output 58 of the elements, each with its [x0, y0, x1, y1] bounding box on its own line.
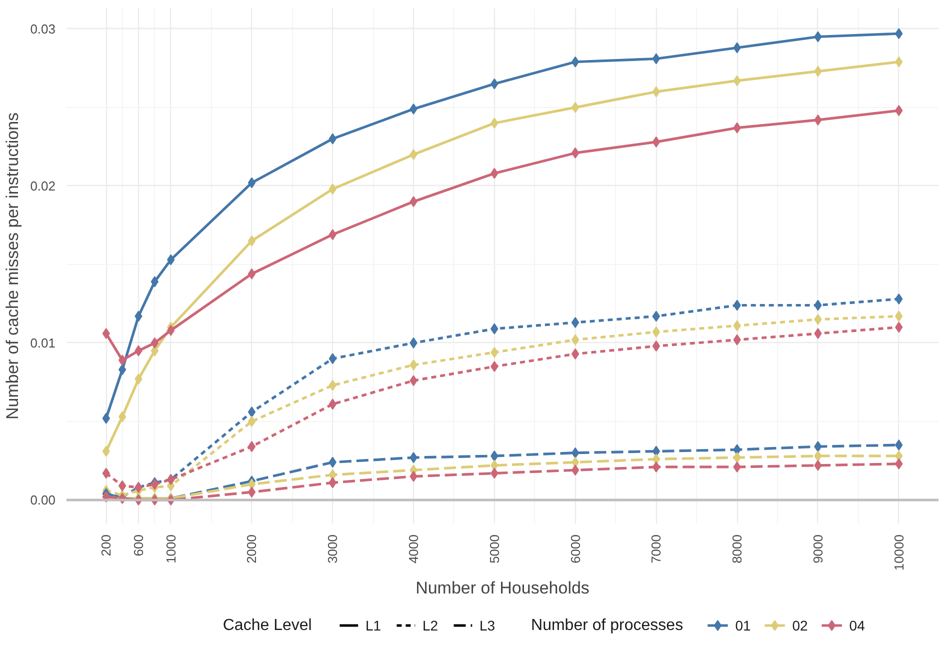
x-tick-label: 6000: [568, 534, 583, 564]
x-tick-label: 600: [130, 534, 146, 556]
legend-label: 02: [792, 618, 808, 634]
point: [571, 464, 580, 476]
point: [652, 446, 660, 457]
y-tick-label: 0.00: [30, 492, 56, 508]
point: [150, 345, 159, 356]
y-axis-title: Number of cache misses per instructions: [3, 112, 22, 420]
text: Cache Level: [222, 617, 312, 634]
y-tick-label: 0.02: [30, 178, 56, 194]
text: L3: [480, 618, 496, 634]
point: [571, 447, 580, 458]
point: [248, 416, 256, 427]
x-tick-label: 7000: [648, 534, 664, 564]
x-axis-title: Number of Households: [416, 578, 590, 598]
point: [248, 406, 256, 418]
point: [652, 326, 660, 338]
point: [248, 486, 256, 498]
point: [652, 136, 660, 148]
point: [652, 86, 660, 98]
point: [248, 177, 256, 188]
point: [571, 147, 580, 158]
point: [571, 102, 580, 113]
point: [571, 56, 580, 68]
text: L2: [422, 618, 438, 634]
point: [248, 478, 256, 490]
x-tick-label: 10000: [891, 534, 906, 571]
point: [571, 348, 580, 360]
x-tick-label: 3000: [325, 534, 340, 564]
legend-label: 04: [849, 618, 866, 634]
point: [150, 276, 159, 288]
point: [118, 354, 126, 366]
point: [150, 337, 159, 348]
point: [571, 317, 580, 328]
y-tick-label: 0.03: [30, 21, 56, 36]
x-tick-label: 8000: [730, 534, 745, 564]
x-tick-label: 1000: [163, 534, 178, 564]
point: [652, 53, 660, 64]
point: [571, 456, 580, 468]
x-tick-label: 2000: [244, 534, 260, 564]
text: Number of processes: [531, 617, 684, 634]
x-tick-label: 200: [98, 534, 114, 556]
legend-label: 01: [735, 618, 752, 634]
point: [571, 334, 580, 346]
x-tick-label: 5000: [486, 534, 502, 564]
point: [248, 441, 256, 452]
point: [118, 411, 126, 422]
x-tick-label: 9000: [810, 534, 826, 564]
x-tick-label: 4000: [406, 534, 422, 564]
point: [652, 340, 660, 352]
y-tick-label: 0.01: [30, 335, 56, 350]
point: [248, 268, 256, 280]
text: L1: [365, 618, 382, 634]
point: [248, 235, 256, 246]
point: [118, 480, 126, 492]
point: [652, 310, 660, 322]
point: [118, 364, 126, 376]
point: [652, 461, 660, 472]
